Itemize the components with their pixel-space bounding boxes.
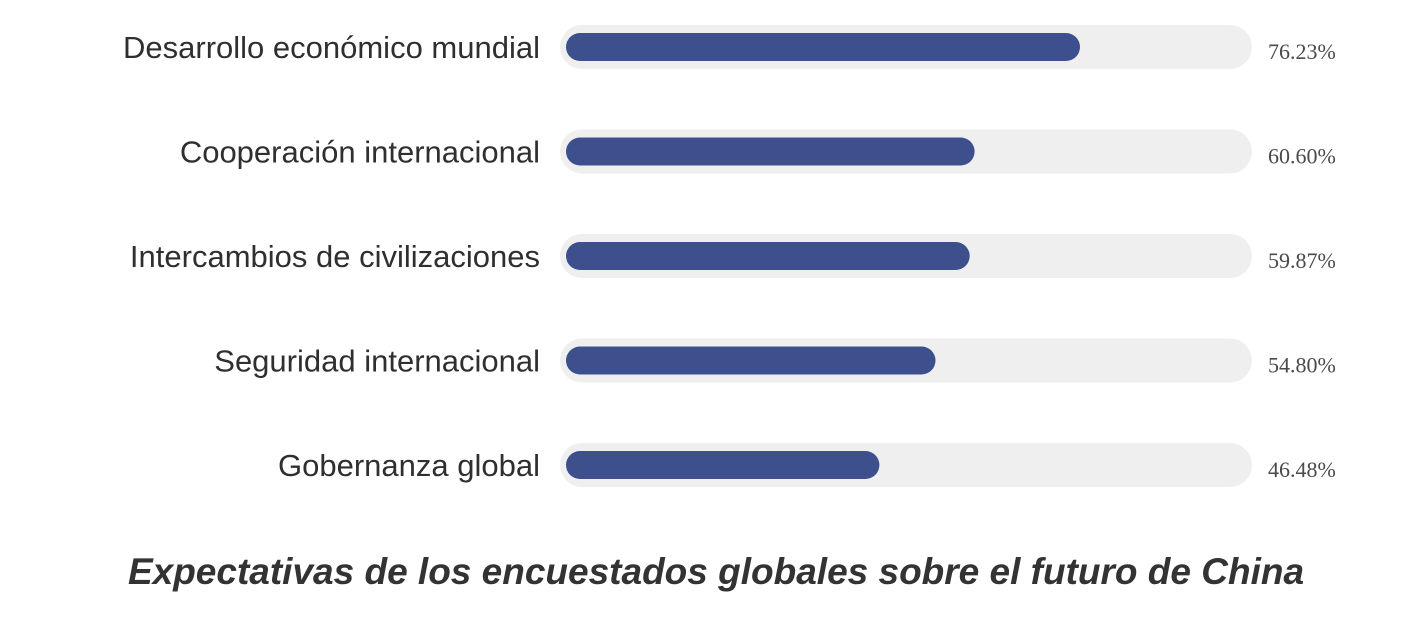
bar-row: Intercambios de civilizaciones 59.87% (130, 234, 1336, 278)
bar (566, 33, 1080, 61)
value-label: 59.87% (1268, 248, 1336, 273)
bar (566, 451, 880, 479)
chart-rows: Desarrollo económico mundial 76.23% Cooper… (123, 25, 1336, 487)
category-label: Desarrollo económico mundial (123, 30, 540, 65)
category-label: Gobernanza global (278, 448, 540, 483)
category-label: Seguridad internacional (214, 344, 540, 379)
bar (566, 137, 975, 166)
value-label: 54.80% (1268, 353, 1336, 378)
bar-row: Cooperación internacional 60.60% (180, 129, 1336, 174)
value-label: 76.23% (1268, 39, 1336, 64)
category-label: Intercambios de civilizaciones (130, 239, 540, 274)
bar (566, 346, 936, 375)
bar-row: Seguridad internacional 54.80% (214, 338, 1336, 383)
value-label: 46.48% (1268, 457, 1336, 482)
bar (566, 242, 970, 270)
bar-row: Gobernanza global 46.48% (278, 443, 1336, 487)
chart-title: Expectativas de los encuestados globales… (128, 551, 1304, 592)
bar-row: Desarrollo económico mundial 76.23% (123, 25, 1336, 69)
category-label: Cooperación internacional (180, 135, 540, 170)
value-label: 60.60% (1268, 144, 1336, 169)
